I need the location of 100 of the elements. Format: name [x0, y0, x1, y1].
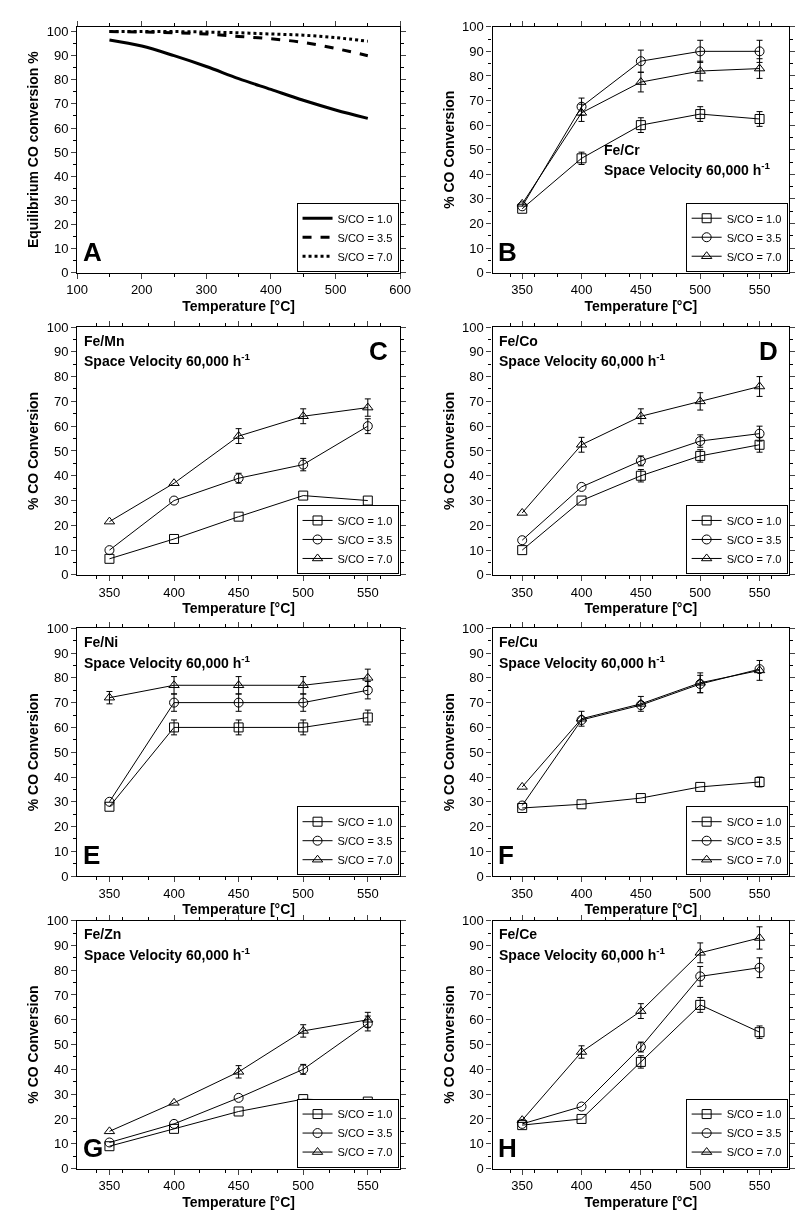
y-tick-label: 90 — [469, 43, 484, 59]
legend-label: S/CO = 7.0 — [726, 1146, 782, 1159]
y-tick-label: 20 — [53, 517, 69, 533]
y-tick-label: 30 — [469, 1086, 484, 1102]
y-tick-label: 40 — [469, 166, 484, 182]
legend-label: S/CO = 1.0 — [337, 212, 393, 225]
y-tick-label: 50 — [53, 144, 69, 160]
y-tick-label: 90 — [53, 645, 69, 661]
y-tick-label: 50 — [53, 744, 69, 760]
annotation: Fe/Co — [499, 333, 538, 349]
y-tick-label: 60 — [53, 719, 69, 735]
annotation: Space Velocity 60,000 h$^{-1}$ — [84, 945, 251, 963]
y-tick-label: 30 — [53, 493, 69, 509]
y-tick-label: 50 — [469, 744, 484, 760]
y-axis-title: % CO Conversion — [440, 391, 457, 511]
y-tick-label: 60 — [53, 418, 69, 434]
y-tick-label: 40 — [53, 468, 69, 484]
legend-label: S/CO = 3.5 — [726, 533, 782, 546]
y-tick-label: 20 — [469, 216, 484, 232]
x-tick-label: 350 — [511, 584, 534, 600]
y-tick-label: 60 — [469, 1012, 484, 1028]
x-axis-title: Temperature [°C] — [584, 297, 698, 314]
y-axis-title: % CO Conversion — [25, 985, 42, 1104]
y-tick-label: 70 — [469, 987, 484, 1003]
x-tick-label: 350 — [511, 885, 534, 901]
x-tick-label: 400 — [570, 282, 593, 298]
y-tick-label: 0 — [61, 868, 69, 884]
y-tick-label: 40 — [53, 769, 69, 785]
y-tick-label: 60 — [469, 719, 484, 735]
y-tick-label: 30 — [469, 191, 484, 207]
y-tick-label: 60 — [469, 117, 484, 133]
x-tick-label: 500 — [324, 282, 347, 298]
legend-label: S/CO = 3.5 — [726, 1127, 782, 1140]
y-tick-label: 40 — [469, 468, 484, 484]
y-tick-label: 0 — [476, 567, 484, 583]
y-tick-label: 70 — [53, 393, 69, 409]
y-tick-label: 90 — [469, 344, 484, 360]
x-tick-label: 400 — [570, 1178, 593, 1194]
y-tick-label: 0 — [476, 1161, 484, 1177]
y-tick-label: 90 — [53, 344, 69, 360]
annotation: Space Velocity 60,000 h$^{-1}$ — [499, 653, 666, 671]
y-tick-label: 70 — [53, 96, 69, 112]
y-tick-label: 50 — [469, 142, 484, 158]
y-axis-title: % CO Conversion — [440, 90, 457, 209]
y-tick-label: 40 — [53, 168, 69, 184]
y-tick-label: 80 — [469, 670, 484, 686]
legend-label: S/CO = 7.0 — [337, 853, 393, 866]
y-tick-label: 20 — [53, 217, 69, 233]
legend-label: S/CO = 1.0 — [337, 1108, 393, 1121]
y-tick-label: 40 — [469, 1061, 484, 1077]
y-tick-label: 50 — [469, 1037, 484, 1053]
y-tick-label: 90 — [469, 645, 484, 661]
y-tick-label: 40 — [469, 769, 484, 785]
x-tick-label: 600 — [389, 282, 411, 298]
x-tick-label: 550 — [356, 584, 379, 600]
legend-label: S/CO = 7.0 — [726, 552, 782, 565]
y-tick-label: 90 — [53, 48, 69, 64]
x-tick-label: 550 — [748, 885, 771, 901]
annotation: Fe/Cr — [604, 142, 641, 158]
x-tick-label: 550 — [356, 1178, 379, 1194]
y-tick-label: 100 — [46, 913, 69, 929]
y-tick-label: 0 — [61, 1161, 69, 1177]
y-tick-label: 70 — [53, 987, 69, 1003]
x-tick-label: 500 — [292, 584, 315, 600]
x-tick-label: 500 — [689, 282, 712, 298]
x-axis-title: Temperature [°C] — [182, 901, 295, 918]
y-tick-label: 20 — [469, 1111, 484, 1127]
y-tick-label: 60 — [53, 1012, 69, 1028]
y-tick-label: 70 — [53, 695, 69, 711]
y-tick-label: 10 — [53, 542, 69, 558]
x-tick-label: 400 — [570, 885, 593, 901]
x-tick-label: 500 — [689, 885, 712, 901]
legend-label: S/CO = 3.5 — [337, 834, 393, 847]
y-tick-label: 50 — [53, 443, 69, 459]
legend-label: S/CO = 7.0 — [337, 250, 393, 263]
y-tick-label: 80 — [469, 962, 484, 978]
x-axis-title: Temperature [°C] — [584, 1193, 698, 1210]
y-tick-label: 50 — [53, 1037, 69, 1053]
legend-label: S/CO = 1.0 — [337, 514, 393, 527]
annotation: Space Velocity 60,000 h$^{-1}$ — [604, 160, 771, 178]
annotation: Space Velocity 60,000 h$^{-1}$ — [84, 653, 251, 671]
annotation: D — [759, 336, 778, 366]
y-tick-label: 30 — [53, 1086, 69, 1102]
x-tick-label: 550 — [748, 282, 771, 298]
x-tick-label: 550 — [356, 885, 379, 901]
legend-label: S/CO = 1.0 — [726, 1108, 782, 1121]
y-tick-label: 80 — [53, 369, 69, 385]
y-tick-label: 10 — [469, 542, 484, 558]
legend-label: S/CO = 3.5 — [337, 533, 393, 546]
y-tick-label: 20 — [469, 517, 484, 533]
x-tick-label: 400 — [163, 1178, 185, 1194]
x-tick-label: 550 — [748, 584, 771, 600]
annotation: B — [498, 237, 517, 267]
y-axis-title: Equilibrium CO conversion % — [25, 50, 42, 249]
x-tick-label: 400 — [163, 584, 185, 600]
annotation: Fe/Cu — [499, 634, 538, 650]
legend-label: S/CO = 1.0 — [726, 815, 782, 828]
legend-label: S/CO = 3.5 — [337, 1127, 393, 1140]
x-axis-title: Temperature [°C] — [584, 599, 698, 616]
y-tick-label: 90 — [53, 937, 69, 953]
